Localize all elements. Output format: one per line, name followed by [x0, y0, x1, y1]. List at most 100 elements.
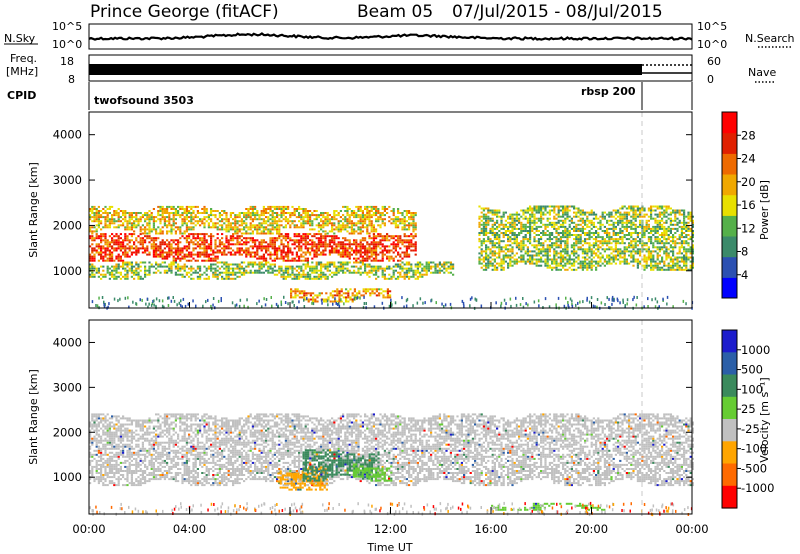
echo-cell [89, 253, 92, 256]
echo-cell [650, 217, 653, 220]
echo-cell [410, 245, 413, 248]
echo-cell [566, 268, 569, 271]
echo-cell [221, 228, 224, 231]
echo-cell [137, 265, 140, 268]
echo-cell [262, 226, 265, 229]
echo-cell [513, 258, 516, 261]
cpid-mode-1: twofsound 3503 [94, 94, 194, 107]
echo-cell [199, 269, 202, 272]
echo-cell [181, 257, 184, 260]
echo-cell [405, 249, 408, 252]
echo-cell [302, 237, 305, 240]
echo-cell [498, 246, 501, 249]
echo-cell [375, 241, 378, 244]
echo-cell [628, 232, 631, 234]
echo-cell [141, 245, 144, 248]
echo-cell [93, 259, 96, 262]
echo-cell [130, 267, 133, 270]
echo-cell [614, 217, 617, 220]
echo-cell [612, 215, 615, 218]
echo-cell [280, 275, 283, 278]
echo-cell [493, 223, 496, 226]
echo-cell [599, 252, 602, 255]
echo-cell [645, 258, 648, 261]
echo-cell [377, 224, 380, 227]
echo-cell [168, 265, 171, 268]
echo-cell [185, 212, 188, 214]
echo-cell [630, 244, 633, 247]
echo-cell [260, 226, 263, 229]
echo-cell [301, 292, 304, 295]
echo-cell [370, 259, 373, 262]
echo-cell [339, 220, 342, 223]
echo-cell [247, 210, 250, 212]
echo-cell [375, 245, 378, 248]
echo-cell [566, 236, 569, 239]
echo-cell [408, 267, 411, 270]
echo-cell [324, 237, 327, 240]
echo-cell [408, 263, 411, 266]
echo-cell [344, 218, 347, 221]
echo-cell [190, 208, 193, 210]
echo-cell [152, 226, 155, 229]
echo-cell [287, 275, 290, 278]
echo-cell [260, 230, 263, 233]
echo-cell [414, 245, 417, 248]
echo-cell [144, 226, 147, 229]
echo-cell [196, 275, 199, 278]
echo-cell [632, 246, 635, 249]
echo-cell [390, 277, 393, 280]
echo-cell [359, 220, 362, 223]
echo-cell [619, 250, 622, 253]
echo-cell [555, 250, 558, 253]
echo-cell [265, 226, 268, 229]
echo-cell [271, 269, 274, 272]
echo-cell [190, 233, 193, 236]
echo-cell [359, 255, 362, 258]
echo-cell [531, 211, 534, 214]
echo-cell [372, 228, 375, 231]
echo-cell [273, 259, 276, 262]
echo-cell [614, 240, 617, 243]
echo-cell [529, 221, 532, 224]
echo-cell [390, 267, 393, 270]
echo-cell [155, 271, 158, 274]
echo-cell [375, 210, 378, 212]
echo-cell [256, 224, 259, 227]
echo-cell [650, 213, 653, 216]
echo-cell [166, 232, 169, 235]
echo-cell [381, 255, 384, 258]
echo-cell [542, 250, 545, 253]
echo-cell [291, 239, 294, 242]
echo-cell [357, 269, 360, 272]
echo-cell [221, 277, 224, 280]
echo-cell [643, 242, 646, 245]
echo-cell [320, 214, 323, 217]
echo-cell [414, 247, 417, 250]
echo-cell [302, 275, 305, 278]
echo-cell [210, 239, 213, 242]
echo-cell [577, 248, 580, 251]
echo-cell [656, 252, 659, 255]
echo-cell [309, 218, 312, 221]
echo-cell [570, 252, 573, 255]
echo-cell [115, 269, 118, 272]
echo-cell [546, 211, 549, 214]
echo-cell [520, 215, 523, 218]
echo-cell [614, 227, 617, 230]
echo-cell [566, 250, 569, 253]
echo-cell [577, 238, 580, 241]
echo-cell [645, 213, 648, 216]
echo-cell [564, 207, 567, 210]
echo-cell [179, 273, 182, 276]
echo-cell [423, 269, 426, 272]
echo-cell [368, 245, 371, 248]
echo-cell [347, 296, 350, 299]
echo-cell [647, 256, 650, 259]
echo-cell [544, 234, 547, 236]
echo-cell [388, 255, 391, 258]
echo-cell [643, 244, 646, 247]
echo-cell [238, 275, 241, 278]
echo-cell [656, 236, 659, 239]
echo-cell [214, 241, 217, 244]
